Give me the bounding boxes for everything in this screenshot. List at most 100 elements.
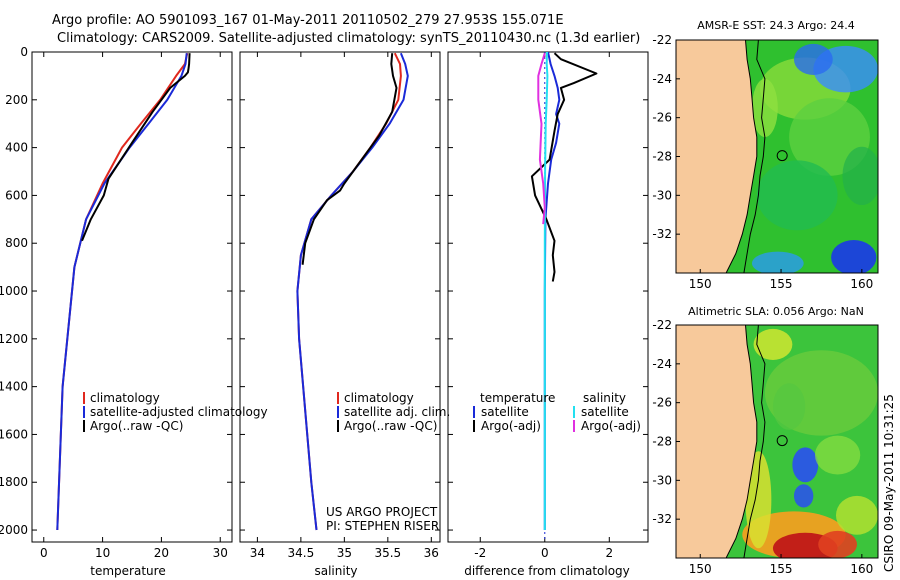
ytick-label-10: 2000 [0,523,28,537]
diff-legend-title-temperature: temperature [480,391,555,405]
field-patch [745,451,772,549]
diff-legend-label-sal-satellite: satellite [581,405,629,419]
series-line-argo-raw-qc- [81,53,191,242]
map-ytick-label-5: -32 [652,512,672,526]
sst-map [676,40,878,273]
series-line-temperature-satellite [543,52,561,530]
field-patch [793,484,814,508]
diff-legend-label-temp-satellite: satellite [481,405,529,419]
map-ytick-label-4: -30 [652,473,672,487]
field-patch [835,495,878,535]
map-ytick-label-3: -28 [652,150,672,164]
map-xtick-label-1: 155 [770,277,793,291]
xtick-label-1: 34.5 [288,546,315,560]
difference-panel-frame [447,51,649,543]
map-ytick-label-1: -24 [652,357,672,371]
map-ytick-label-4: -30 [652,188,672,202]
sla-float-marker [776,435,788,447]
difference-xlabel: difference from climatology [464,564,630,578]
sla-map-title: Altimetric SLA: 0.056 Argo: NaN [688,305,864,318]
diff-legend-title-salinity: salinity [583,391,626,405]
salinity-axes: 34 34.5 35 35.5 36 [240,51,440,560]
map-ytick-label-3: -28 [652,435,672,449]
ytick-label-0: 0 [20,45,28,59]
ytick-label-1: 200 [5,93,28,107]
xtick-label-0: 34 [250,546,265,560]
sla-depth-contour [743,325,766,558]
temperature-panel-frame [31,51,233,543]
legend-label-argo: Argo(..raw -QC) [90,419,183,433]
sal-legend-label-satellite: satellite adj. clim. [344,405,450,419]
field-patch [751,251,804,273]
map-ytick-label-1: -24 [652,72,672,86]
figure-title-line1: Argo profile: AO 5901093_167 01-May-2011… [52,13,564,28]
sst-map-axes: 150 155 160 -22 -24 -26 -28 -30 -32 [652,33,873,291]
field-patch [756,160,838,231]
field-patch [842,146,878,206]
map-ytick-label-2: -26 [652,396,672,410]
field-patch [772,383,806,430]
ytick-label-8: 1600 [0,427,28,441]
sla-land [676,325,757,558]
series-line-temperature-argo-adj- [530,52,598,282]
diff-legend-label-temp-argo: Argo(-adj) [481,419,541,433]
xtick-label-1: 10 [95,546,110,560]
field-patch [751,78,778,138]
series-line-salinity-satellite [543,52,549,530]
map-ytick-label-0: -22 [652,33,672,47]
map-xtick-label-2: 160 [850,277,873,291]
ytick-label-7: 1400 [0,380,28,394]
csiro-timestamp: CSIRO 09-May-2011 10:31:25 [882,394,896,572]
diff-legend-label-sal-argo: Argo(-adj) [581,419,641,433]
salinity-panel-frame [239,51,441,543]
series-line-climatology [56,52,189,531]
temperature-xlabel: temperature [90,564,165,578]
temperature-axes: 0 10 20 30 0 200 400 600 800 1000 1200 1400 1600 1800… [0,45,232,560]
field-patch [818,530,857,558]
difference-legend: temperature satellite Argo(-adj) salinit… [473,391,641,433]
map-ytick-label-2: -26 [652,111,672,125]
field-patch [793,43,833,75]
series-line-salinity-argo-adj- [537,52,546,225]
sst-field [751,43,878,273]
difference-axes: -2 0 2 [448,51,648,560]
map-ytick-label-0: -22 [652,318,672,332]
xtick-label-2: 35 [337,546,352,560]
salinity-xlabel: salinity [314,564,357,578]
xtick-label-2: 20 [154,546,169,560]
xtick-label-4: 36 [424,546,439,560]
salinity-lines [296,52,409,531]
xtick-label-0: 0 [40,546,48,560]
sst-depth-contour [743,40,766,273]
field-patch [814,435,861,475]
pi-credit: PI: STEPHEN RISER [326,519,439,533]
temperature-legend: climatology satellite-adjusted climatolo… [83,391,268,433]
series-line-satellite-adjusted-climatology [56,53,188,531]
ytick-label-3: 600 [5,188,28,202]
series-line-satellite-adj-clim- [296,52,409,531]
xtick-label-1: 0 [541,546,549,560]
map-xtick-label-1: 155 [770,562,793,576]
series-line-argo-raw-qc- [301,53,398,265]
sal-legend-label-climatology: climatology [344,391,414,405]
map-xtick-label-0: 150 [689,562,712,576]
ytick-label-6: 1200 [0,332,28,346]
ytick-label-4: 800 [5,236,28,250]
temperature-lines [56,52,191,531]
field-patch [831,239,877,273]
ytick-label-9: 1800 [0,475,28,489]
xtick-label-3: 30 [213,546,228,560]
sla-map-axes: 150 155 160 -22 -24 -26 -28 -30 -32 [652,318,873,576]
sst-land [676,40,757,273]
xtick-label-2: 2 [605,546,613,560]
legend-label-satellite: satellite-adjusted climatology [90,405,268,419]
ytick-label-2: 400 [5,141,28,155]
difference-lines [530,52,598,530]
figure-title-line2: Climatology: CARS2009. Satellite-adjuste… [57,31,640,46]
field-patch [753,328,793,360]
sla-field [742,328,878,558]
sst-float-marker [776,150,788,162]
xtick-label-0: -2 [474,546,486,560]
map-ytick-label-5: -32 [652,227,672,241]
